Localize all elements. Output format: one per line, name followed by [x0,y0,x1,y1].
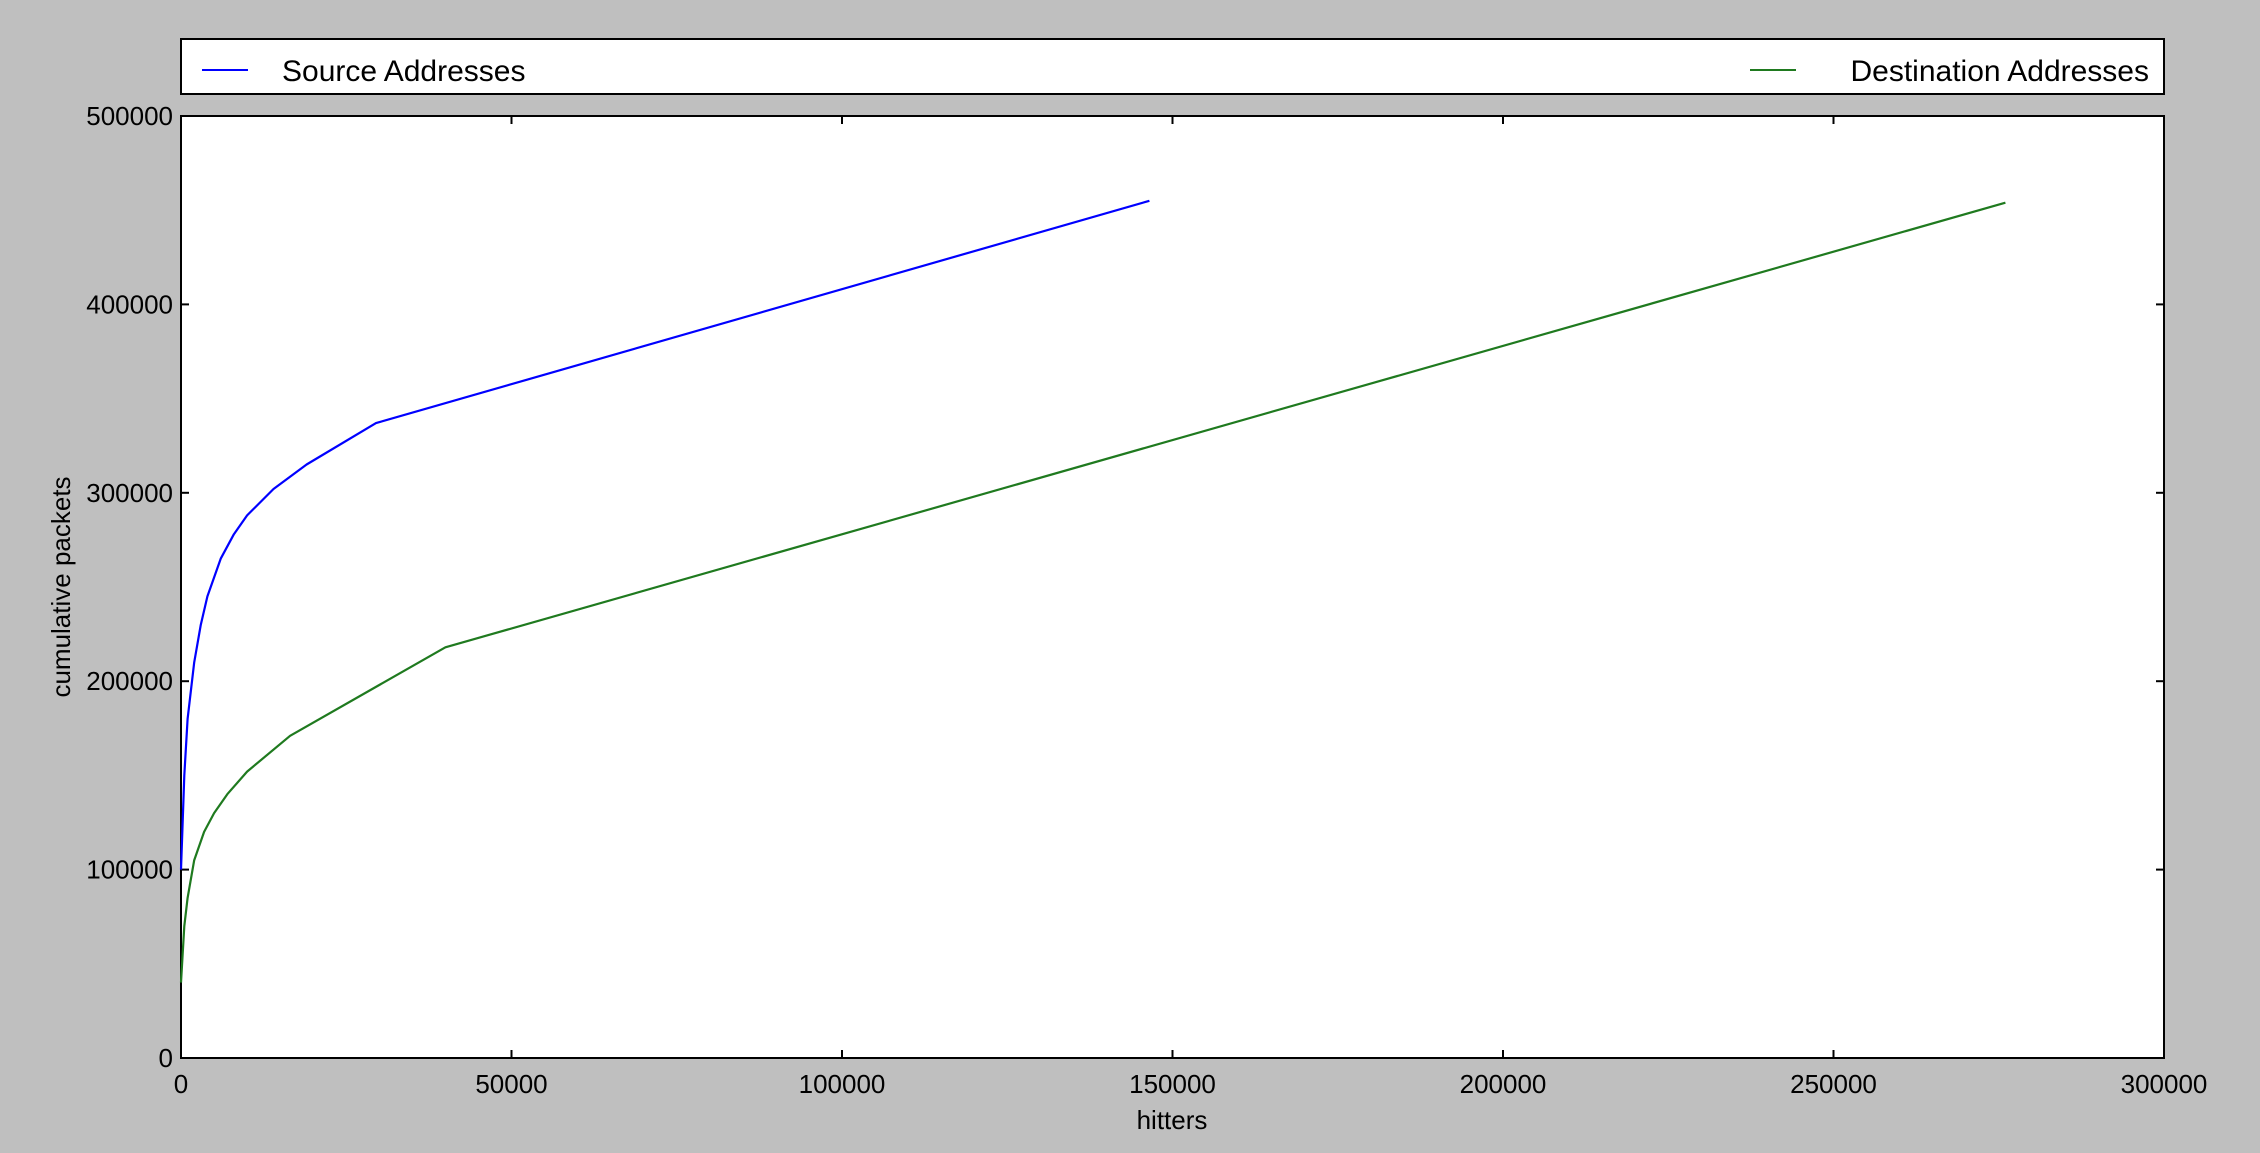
source-addresses-line [179,199,1150,870]
y-axis: 0 100000 200000 300000 400000 500000 [86,101,2164,1073]
x-axis: 0 50000 100000 150000 200000 250000 300000 [174,116,2208,1099]
y-tick-label: 100000 [86,855,173,885]
y-axis-label: cumulative packets [46,476,76,697]
legend: Source Addresses Destination Addresses [180,38,2165,95]
series-lines [179,199,2006,983]
legend-frame [180,38,2165,95]
legend-label-destination: Destination Addresses [1850,55,2149,88]
y-tick-label: 300000 [86,478,173,508]
legend-label-source: Source Addresses [282,55,525,88]
x-tick-label: 50000 [475,1069,547,1099]
x-tick-label: 300000 [2121,1069,2208,1099]
x-tick-label: 150000 [1129,1069,1216,1099]
y-tick-label: 500000 [86,101,173,131]
x-tick-label: 0 [174,1069,188,1099]
plot-area [180,115,2165,1059]
x-tick-label: 250000 [1790,1069,1877,1099]
y-tick-label: 200000 [86,666,173,696]
x-tick-label: 100000 [799,1069,886,1099]
y-tick-label: 0 [159,1043,173,1073]
x-axis-label: hitters [1137,1105,1208,1135]
x-tick-label: 200000 [1460,1069,1547,1099]
destination-addresses-line [179,201,2006,983]
y-tick-label: 400000 [86,289,173,319]
